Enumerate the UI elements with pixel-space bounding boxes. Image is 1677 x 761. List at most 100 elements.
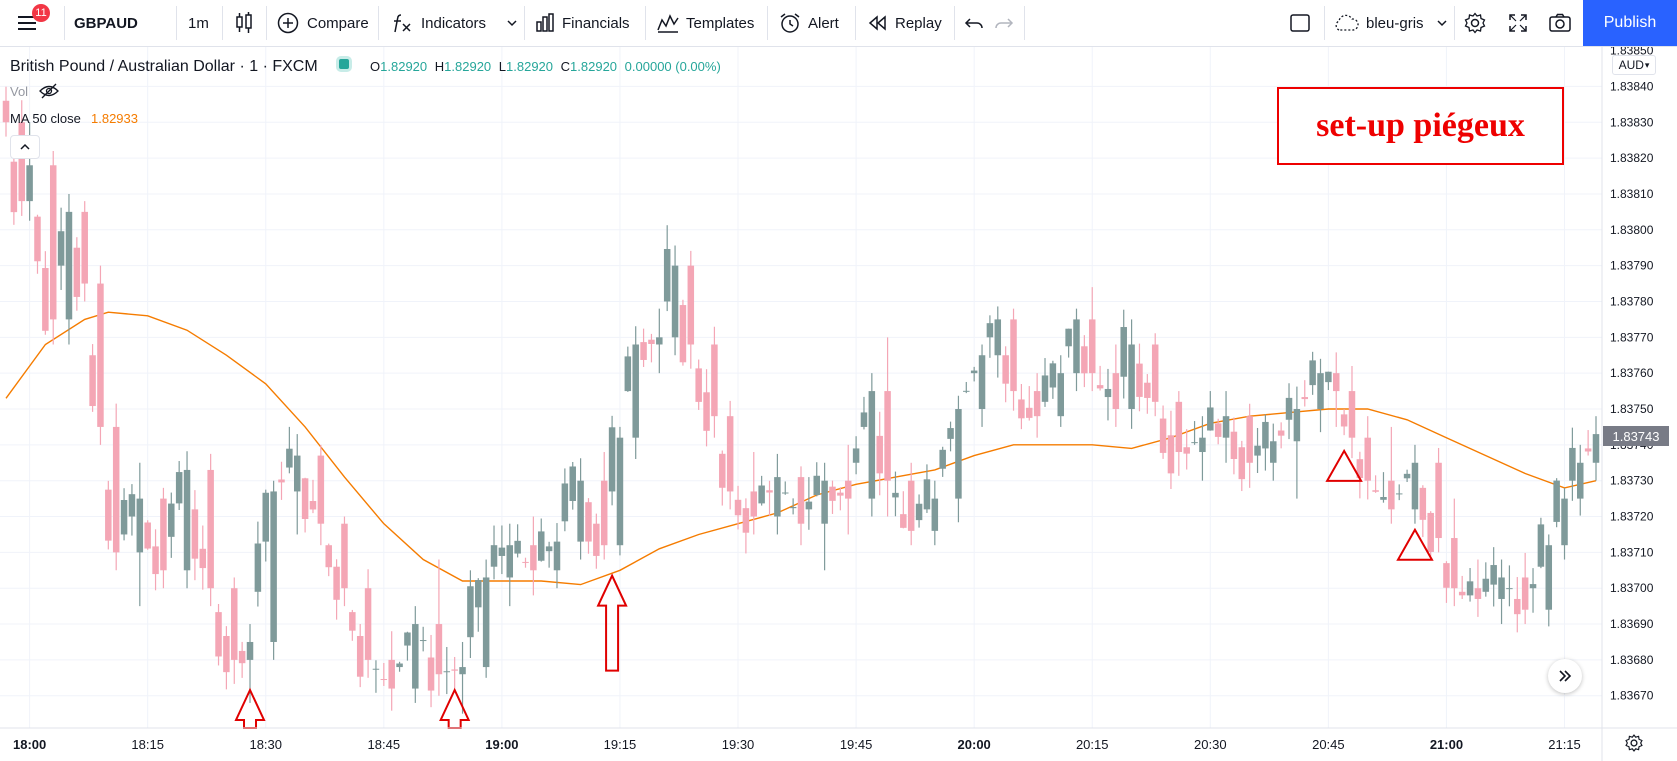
candle-body: [1026, 407, 1033, 418]
candle: [1175, 391, 1183, 476]
candle: [1088, 287, 1096, 392]
candle-body: [1309, 360, 1316, 386]
candle: [1128, 319, 1135, 429]
candle: [553, 523, 561, 589]
candle-body: [931, 498, 939, 531]
candle: [396, 661, 403, 672]
hidden-eye-icon[interactable]: [38, 83, 60, 99]
publish-button[interactable]: Publish: [1583, 0, 1677, 46]
candle: [1466, 568, 1474, 602]
candle: [120, 488, 128, 541]
candle: [734, 485, 742, 530]
x-tick-label: 21:00: [1430, 737, 1463, 752]
legend-row: British Pound / Australian Dollar · 1 · …: [10, 56, 721, 76]
candle: [829, 480, 836, 514]
candle-body: [1427, 512, 1434, 552]
candle: [1159, 405, 1167, 459]
layout-name-button[interactable]: bleu-gris: [1332, 0, 1448, 46]
interval-button[interactable]: 1m: [188, 0, 209, 46]
y-tick-label: 1.83670: [1610, 689, 1654, 703]
candle: [514, 524, 521, 558]
menu-button[interactable]: [16, 0, 40, 46]
candle: [1427, 511, 1434, 556]
candle-body: [356, 636, 364, 677]
candle: [844, 444, 852, 535]
candle-body: [498, 547, 506, 556]
alert-button[interactable]: Alert: [778, 0, 839, 46]
candle-body: [427, 657, 435, 691]
candle: [758, 475, 765, 506]
candle-body: [120, 500, 128, 535]
candle-body: [482, 577, 490, 668]
y-tick-label: 1.83840: [1610, 79, 1654, 93]
indicators-dropdown[interactable]: [506, 0, 518, 46]
menu-icon: [18, 16, 36, 30]
indicators-label: Indicators: [421, 14, 487, 32]
candle: [1041, 358, 1049, 407]
candle-body: [270, 491, 277, 642]
currency-selector[interactable]: AUD ▾: [1612, 55, 1656, 75]
candle-body: [349, 612, 356, 631]
candle: [711, 326, 718, 438]
candle: [624, 346, 632, 392]
candle-body: [278, 479, 285, 483]
candle: [750, 452, 758, 535]
candle: [970, 366, 978, 382]
candle-body: [1136, 363, 1143, 397]
price-chart[interactable]: 1.83850 1.83840 1.83830 1.83820 1.83810 1.838…: [0, 47, 1677, 761]
candle-body: [994, 319, 1002, 356]
candle-body: [1482, 578, 1490, 592]
candle: [1081, 335, 1088, 388]
candle: [821, 462, 828, 571]
indicators-button[interactable]: Indicators: [390, 0, 486, 46]
candle-body: [1128, 344, 1135, 410]
axis-settings-button[interactable]: [1624, 733, 1644, 758]
chart-style-button[interactable]: [234, 0, 254, 46]
candle-body: [1356, 459, 1364, 479]
ma-legend[interactable]: MA 50 close 1.82933: [10, 110, 138, 127]
layout-toggle-button[interactable]: [1289, 0, 1311, 46]
candle-body: [1151, 344, 1159, 402]
screenshot-button[interactable]: [1548, 0, 1572, 46]
candle: [726, 400, 734, 510]
financials-button[interactable]: Financials: [534, 0, 630, 46]
candle: [435, 559, 443, 696]
candle: [89, 344, 96, 412]
collapse-legend-button[interactable]: [10, 135, 40, 159]
candle-body: [1364, 437, 1371, 481]
candle-body: [1372, 490, 1379, 492]
scroll-to-realtime-button[interactable]: [1548, 659, 1582, 693]
replay-button[interactable]: Replay: [867, 0, 942, 46]
redo-button[interactable]: [994, 0, 1014, 46]
candle-body: [1380, 497, 1387, 500]
compare-button[interactable]: Compare: [276, 0, 369, 46]
candle-body: [246, 641, 254, 660]
legend-title[interactable]: British Pound / Australian Dollar · 1 · …: [10, 58, 318, 75]
annotation-text-box[interactable]: set-up piégeux: [1277, 87, 1564, 165]
settings-button[interactable]: [1463, 0, 1487, 46]
symbol-search-button[interactable]: GBPAUD: [74, 0, 138, 46]
candle-body: [1466, 581, 1474, 596]
volume-legend[interactable]: Vol: [10, 83, 60, 100]
candle-body: [1199, 437, 1206, 453]
fullscreen-button[interactable]: [1508, 0, 1528, 46]
candle: [1490, 547, 1497, 607]
candle-body: [506, 545, 514, 578]
ma-label: MA 50 close: [10, 111, 81, 126]
candle: [1191, 421, 1198, 445]
undo-button[interactable]: [964, 0, 984, 46]
candle: [301, 477, 309, 533]
candle: [1293, 386, 1301, 499]
templates-button[interactable]: Templates: [656, 0, 754, 46]
candle: [915, 494, 923, 528]
candle-body: [632, 344, 639, 438]
candle: [356, 624, 364, 688]
candle-body: [569, 466, 576, 501]
chevron-down-icon: [1437, 20, 1447, 27]
current-price-label: 1.83743: [1603, 426, 1669, 446]
candle: [600, 452, 608, 560]
candle-body: [1301, 397, 1309, 400]
y-tick-label: 1.83700: [1610, 581, 1654, 595]
candle: [49, 150, 57, 345]
x-tick-label: 20:30: [1194, 737, 1227, 752]
